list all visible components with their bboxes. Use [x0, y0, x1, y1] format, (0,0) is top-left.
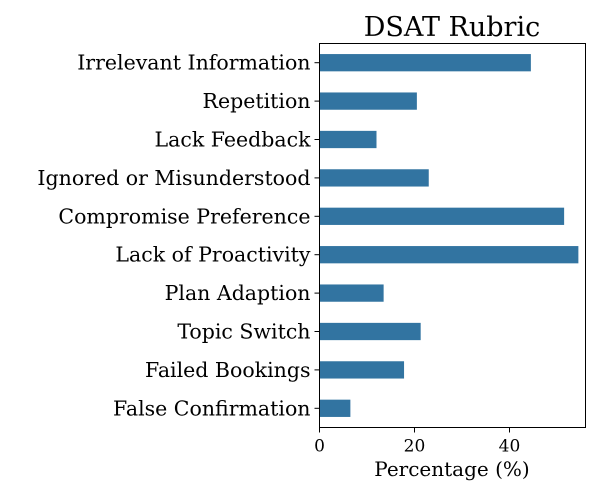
- category-labels: Irrelevant Information Repetition Lack Fee…: [37, 51, 320, 420]
- bar-topic-switch: [319, 322, 421, 341]
- bar-irrelevant-information: [319, 54, 531, 72]
- x-axis-label: Percentage (%): [374, 457, 529, 481]
- bar-compromise-preference: [319, 207, 565, 225]
- category-label-compromise-preference: Compromise Preference: [58, 204, 310, 228]
- category-label-repetition: Repetition: [203, 89, 311, 113]
- x-axis-ticks: 0 20 40: [314, 427, 521, 457]
- category-label-irrelevant-information: Irrelevant Information: [77, 51, 310, 75]
- chart-title: DSAT Rubric: [364, 12, 540, 43]
- bar-repetition: [319, 92, 417, 110]
- category-label-lack-feedback: Lack Feedback: [155, 128, 312, 152]
- bar-false-confirmation: [319, 399, 351, 417]
- category-label-false-confirmation: False Confirmation: [113, 396, 310, 420]
- category-label-topic-switch: Topic Switch: [177, 320, 310, 344]
- category-label-ignored-or-misunderstood: Ignored or Misunderstood: [37, 166, 310, 190]
- bar-failed-bookings: [319, 361, 405, 379]
- x-tick-label: 20: [404, 437, 426, 457]
- x-tick-label: 0: [314, 437, 325, 457]
- bar-lack-feedback: [319, 130, 377, 149]
- bar-lack-of-proactivity: [319, 246, 579, 264]
- bar-ignored-or-misunderstood: [319, 169, 429, 187]
- bars-layer: [319, 54, 579, 417]
- bar-plan-adaption: [319, 284, 384, 302]
- x-tick-label: 40: [499, 437, 521, 457]
- plot-frame: [319, 43, 586, 428]
- category-label-lack-of-proactivity: Lack of Proactivity: [115, 243, 311, 267]
- category-label-failed-bookings: Failed Bookings: [145, 358, 311, 382]
- category-label-plan-adaption: Plan Adaption: [165, 281, 311, 305]
